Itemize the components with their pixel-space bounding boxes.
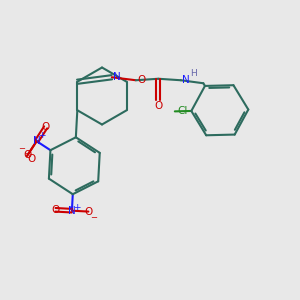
Text: -: - [25,150,28,159]
Text: +: + [38,131,46,140]
Text: O: O [51,205,59,215]
Text: N: N [182,75,190,85]
Text: N: N [113,72,121,82]
Text: O: O [23,150,32,160]
Text: −: − [90,213,97,222]
Text: N: N [33,136,41,146]
Text: O: O [154,101,162,111]
Text: Cl: Cl [177,106,188,116]
Text: H: H [190,69,197,78]
Text: −: − [18,145,25,154]
Text: O: O [41,122,50,132]
Text: O: O [137,75,146,85]
Text: O: O [84,207,92,217]
Text: N: N [68,206,76,216]
Text: +: + [74,202,81,211]
Text: O: O [27,154,35,164]
